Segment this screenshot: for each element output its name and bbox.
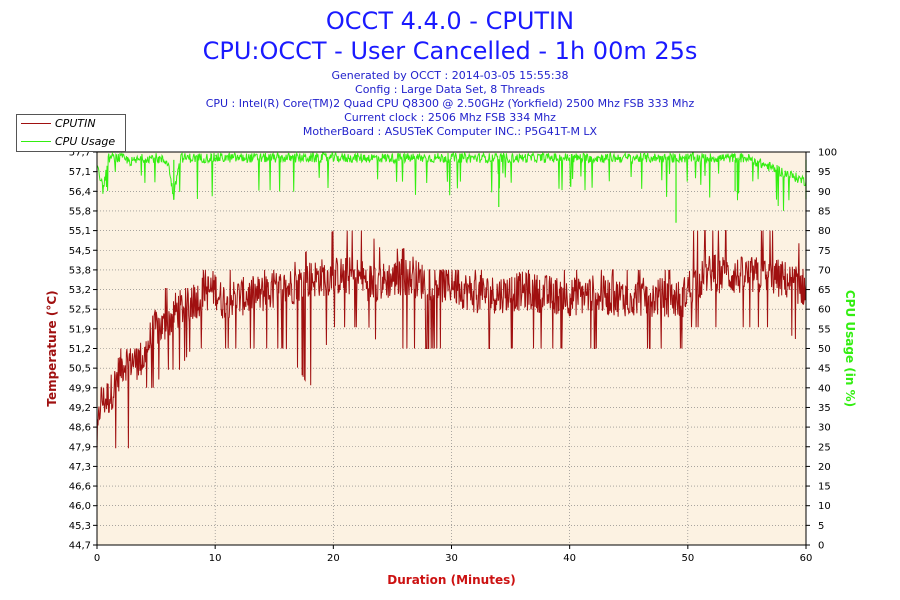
y2-axis-title: CPU Usage (in %) (843, 290, 857, 407)
y2-tick-label: 60 (818, 305, 831, 316)
legend-swatch-cputin (21, 123, 51, 124)
y-tick-label: 44,7 (69, 541, 91, 552)
legend-label-cpu-usage: CPU Usage (55, 135, 116, 148)
y-axis-title: Temperature (°C) (45, 290, 59, 406)
x-tick-label: 20 (327, 553, 340, 564)
y-tick-label: 48,6 (69, 423, 91, 434)
x-tick-label: 10 (209, 553, 222, 564)
info-generated: Generated by OCCT : 2014-03-05 15:55:38 (331, 69, 569, 82)
y2-tick-label: 25 (818, 442, 831, 453)
y2-tick-label: 50 (818, 344, 831, 355)
y-tick-label: 51,9 (69, 324, 91, 335)
x-tick-label: 40 (563, 553, 576, 564)
y-tick-label: 53,2 (69, 285, 91, 296)
y-tick-label: 51,2 (69, 344, 91, 355)
x-axis-title: Duration (Minutes) (387, 573, 515, 587)
y-tick-label: 56,4 (69, 187, 91, 198)
y-tick-label: 55,8 (69, 206, 91, 217)
cpu-usage-line (96, 151, 807, 211)
y-tick-label: 45,3 (69, 521, 91, 532)
y-tick-label: 46,6 (69, 482, 91, 493)
info-motherboard: MotherBoard : ASUSTeK Computer INC.: P5G… (302, 125, 598, 138)
y-tick-label: 49,9 (69, 383, 91, 394)
y2-tick-label: 40 (818, 383, 831, 394)
y-tick-label: 46,0 (69, 501, 91, 512)
x-tick-label: 30 (445, 553, 458, 564)
info-clock: Current clock : 2506 Mhz FSB 334 Mhz (344, 111, 556, 124)
y-tick-label: 52,5 (69, 305, 91, 316)
y2-tick-label: 65 (818, 285, 831, 296)
cputin-line (96, 230, 807, 453)
chart-title: OCCT 4.4.0 - CPUTIN (325, 7, 575, 35)
x-tick-label: 60 (800, 553, 813, 564)
y2-tick-label: 90 (818, 187, 831, 198)
series-cputin (96, 230, 807, 453)
y2-tick-label: 15 (818, 482, 831, 493)
y2-tick-label: 30 (818, 423, 831, 434)
y-tick-label: 55,1 (69, 226, 91, 237)
legend-item-cputin: CPUTIN (17, 115, 125, 133)
y2-tick-label: 95 (818, 167, 831, 178)
y2-tick-label: 0 (818, 541, 824, 552)
y-tick-label: 47,3 (69, 462, 91, 473)
x-tick-label: 50 (681, 553, 694, 564)
chart-subtitle: CPU:OCCT - User Cancelled - 1h 00m 25s (202, 37, 698, 65)
y-tick-label: 57,7 (69, 148, 91, 159)
y2-tick-label: 45 (818, 364, 831, 375)
legend-label-cputin: CPUTIN (55, 117, 96, 130)
y2-tick-label: 70 (818, 265, 831, 276)
y-tick-label: 47,9 (69, 442, 91, 453)
y2-tick-label: 75 (818, 246, 831, 257)
y-tick-label: 49,2 (69, 403, 91, 414)
y-tick-label: 57,1 (69, 167, 91, 178)
y-tick-label: 50,5 (69, 364, 91, 375)
y2-tick-label: 85 (818, 206, 831, 217)
x-tick-label: 0 (94, 553, 100, 564)
system-info: Generated by OCCT : 2014-03-05 15:55:38 … (0, 69, 900, 139)
y2-tick-label: 10 (818, 501, 831, 512)
legend: CPUTIN CPU Usage (16, 114, 126, 152)
y-tick-label: 54,5 (69, 246, 91, 257)
y2-tick-label: 80 (818, 226, 831, 237)
info-cpu: CPU : Intel(R) Core(TM)2 Quad CPU Q8300 … (205, 97, 695, 110)
legend-swatch-cpu-usage (21, 141, 51, 142)
y2-tick-label: 35 (818, 403, 831, 414)
legend-item-cpu-usage: CPU Usage (17, 133, 125, 151)
y-tick-label: 53,8 (69, 265, 91, 276)
y2-tick-label: 5 (818, 521, 824, 532)
info-config: Config : Large Data Set, 8 Threads (355, 83, 545, 96)
y2-tick-label: 55 (818, 324, 831, 335)
y2-tick-label: 20 (818, 462, 831, 473)
y2-tick-label: 100 (818, 148, 837, 159)
